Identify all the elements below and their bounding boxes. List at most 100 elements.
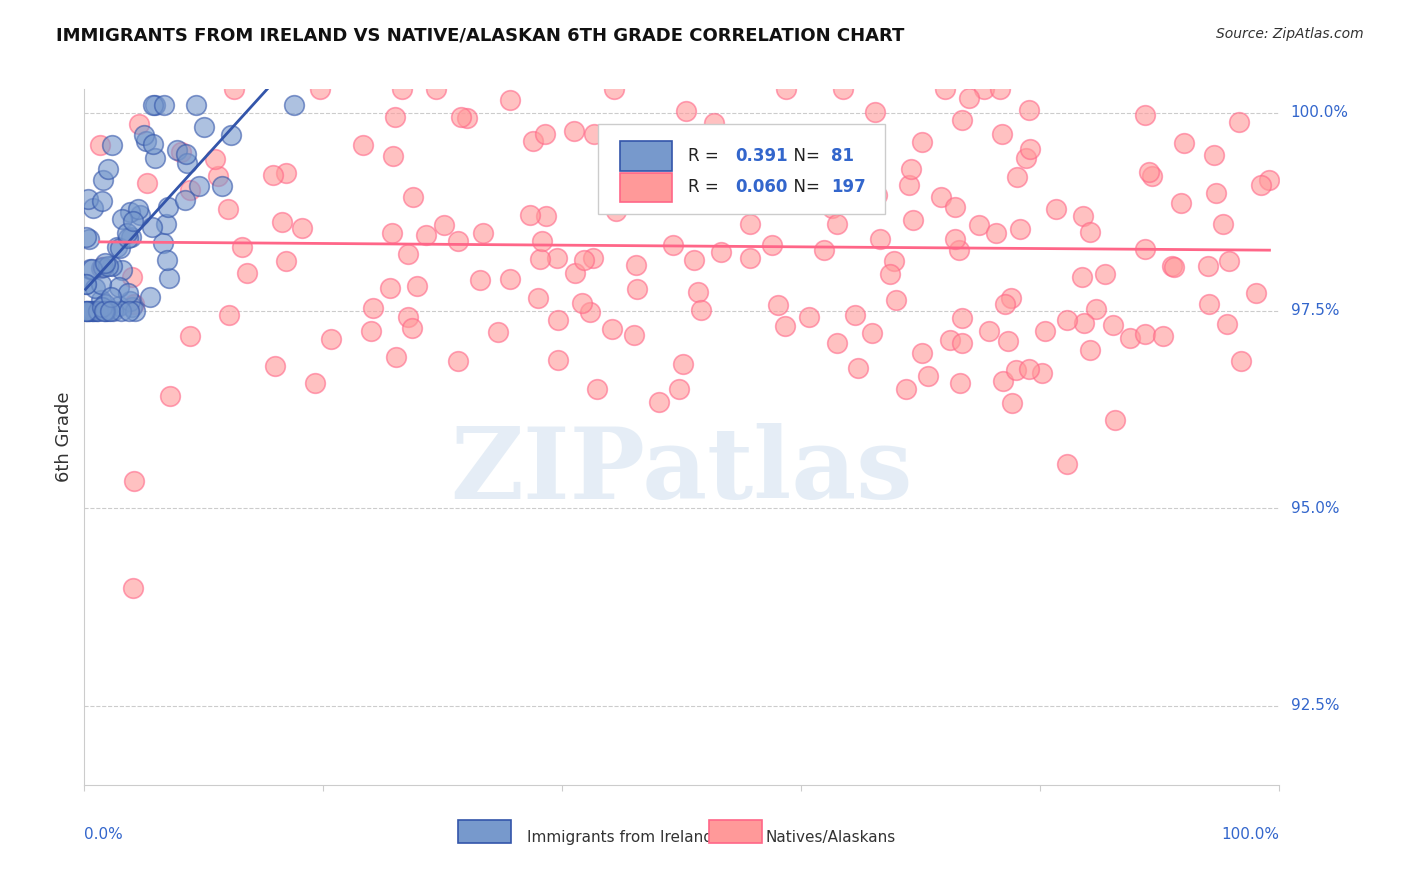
Natives/Alaskans <box>846 360 869 375</box>
Natives/Alaskans <box>1015 151 1038 165</box>
Natives/Alaskans <box>641 130 664 145</box>
Natives/Alaskans <box>1163 260 1185 275</box>
Natives/Alaskans <box>1078 343 1101 358</box>
Natives/Alaskans <box>1045 202 1067 216</box>
Natives/Alaskans <box>384 350 406 364</box>
Natives/Alaskans <box>810 193 832 207</box>
Natives/Alaskans <box>1018 362 1040 376</box>
Natives/Alaskans <box>1244 286 1267 301</box>
Natives/Alaskans <box>603 82 626 96</box>
Natives/Alaskans <box>693 155 716 169</box>
Text: R =: R = <box>688 178 724 196</box>
Immigrants from Ireland <box>98 303 121 318</box>
Natives/Alaskans <box>988 82 1011 96</box>
Natives/Alaskans <box>1005 170 1028 185</box>
Natives/Alaskans <box>1033 324 1056 338</box>
Text: Natives/Alaskans: Natives/Alaskans <box>766 830 896 846</box>
Natives/Alaskans <box>945 200 967 214</box>
Natives/Alaskans <box>869 232 891 246</box>
Natives/Alaskans <box>738 217 761 231</box>
Immigrants from Ireland <box>75 229 97 244</box>
Natives/Alaskans <box>600 321 623 335</box>
Natives/Alaskans <box>775 82 797 96</box>
Immigrants from Ireland <box>84 280 107 294</box>
Immigrants from Ireland <box>107 299 129 313</box>
Natives/Alaskans <box>547 251 569 265</box>
Natives/Alaskans <box>264 359 287 373</box>
Immigrants from Ireland <box>75 303 97 318</box>
Natives/Alaskans <box>957 91 980 105</box>
Natives/Alaskans <box>744 170 766 185</box>
Natives/Alaskans <box>519 208 541 222</box>
Natives/Alaskans <box>813 243 835 257</box>
Immigrants from Ireland <box>108 241 131 255</box>
Natives/Alaskans <box>648 395 671 409</box>
Natives/Alaskans <box>571 296 593 310</box>
Natives/Alaskans <box>1056 457 1078 471</box>
Natives/Alaskans <box>623 327 645 342</box>
Natives/Alaskans <box>456 112 478 126</box>
Natives/Alaskans <box>274 166 297 180</box>
Natives/Alaskans <box>835 195 858 210</box>
Natives/Alaskans <box>911 135 934 149</box>
Immigrants from Ireland <box>107 279 129 293</box>
Natives/Alaskans <box>844 308 866 322</box>
Natives/Alaskans <box>624 258 647 272</box>
Natives/Alaskans <box>668 382 690 396</box>
Natives/Alaskans <box>498 93 520 107</box>
Natives/Alaskans <box>1073 316 1095 330</box>
Natives/Alaskans <box>447 353 470 368</box>
Natives/Alaskans <box>405 279 427 293</box>
Natives/Alaskans <box>703 116 725 130</box>
Immigrants from Ireland <box>111 263 134 277</box>
Natives/Alaskans <box>787 188 810 202</box>
Immigrants from Ireland <box>141 220 163 235</box>
Text: 100.0%: 100.0% <box>1222 827 1279 842</box>
Immigrants from Ireland <box>75 277 97 292</box>
Immigrants from Ireland <box>118 303 141 318</box>
Immigrants from Ireland <box>103 303 125 318</box>
Natives/Alaskans <box>1230 354 1253 368</box>
Immigrants from Ireland <box>142 136 165 151</box>
Text: IMMIGRANTS FROM IRELAND VS NATIVE/ALASKAN 6TH GRADE CORRELATION CHART: IMMIGRANTS FROM IRELAND VS NATIVE/ALASKA… <box>56 27 904 45</box>
Natives/Alaskans <box>486 326 509 340</box>
Natives/Alaskans <box>1250 178 1272 192</box>
Text: 95.0%: 95.0% <box>1291 500 1339 516</box>
Natives/Alaskans <box>1227 115 1250 129</box>
Natives/Alaskans <box>766 298 789 312</box>
Immigrants from Ireland <box>94 297 117 311</box>
Natives/Alaskans <box>122 474 145 488</box>
Natives/Alaskans <box>536 209 558 223</box>
Natives/Alaskans <box>396 247 419 261</box>
Natives/Alaskans <box>222 82 245 96</box>
Natives/Alaskans <box>136 176 159 190</box>
Natives/Alaskans <box>686 285 709 299</box>
Immigrants from Ireland <box>97 259 120 273</box>
Natives/Alaskans <box>1000 291 1022 305</box>
Immigrants from Ireland <box>105 240 128 254</box>
Immigrants from Ireland <box>86 303 108 318</box>
Immigrants from Ireland <box>187 178 209 193</box>
Natives/Alaskans <box>1198 297 1220 311</box>
Natives/Alaskans <box>738 251 761 265</box>
Immigrants from Ireland <box>139 290 162 304</box>
Natives/Alaskans <box>179 329 201 343</box>
Natives/Alaskans <box>633 155 655 169</box>
Natives/Alaskans <box>1005 363 1028 377</box>
Natives/Alaskans <box>761 237 783 252</box>
FancyBboxPatch shape <box>599 124 886 214</box>
Natives/Alaskans <box>659 137 682 152</box>
Natives/Alaskans <box>499 271 522 285</box>
Natives/Alaskans <box>1161 260 1184 274</box>
Natives/Alaskans <box>689 157 711 171</box>
Natives/Alaskans <box>1085 302 1108 317</box>
Immigrants from Ireland <box>111 211 134 226</box>
Natives/Alaskans <box>179 183 201 197</box>
Text: ZIPatlas: ZIPatlas <box>451 424 912 520</box>
Natives/Alaskans <box>821 202 844 216</box>
Text: 100.0%: 100.0% <box>1291 105 1348 120</box>
Natives/Alaskans <box>1102 318 1125 333</box>
Natives/Alaskans <box>1133 242 1156 256</box>
Immigrants from Ireland <box>96 161 118 176</box>
Immigrants from Ireland <box>155 217 177 231</box>
